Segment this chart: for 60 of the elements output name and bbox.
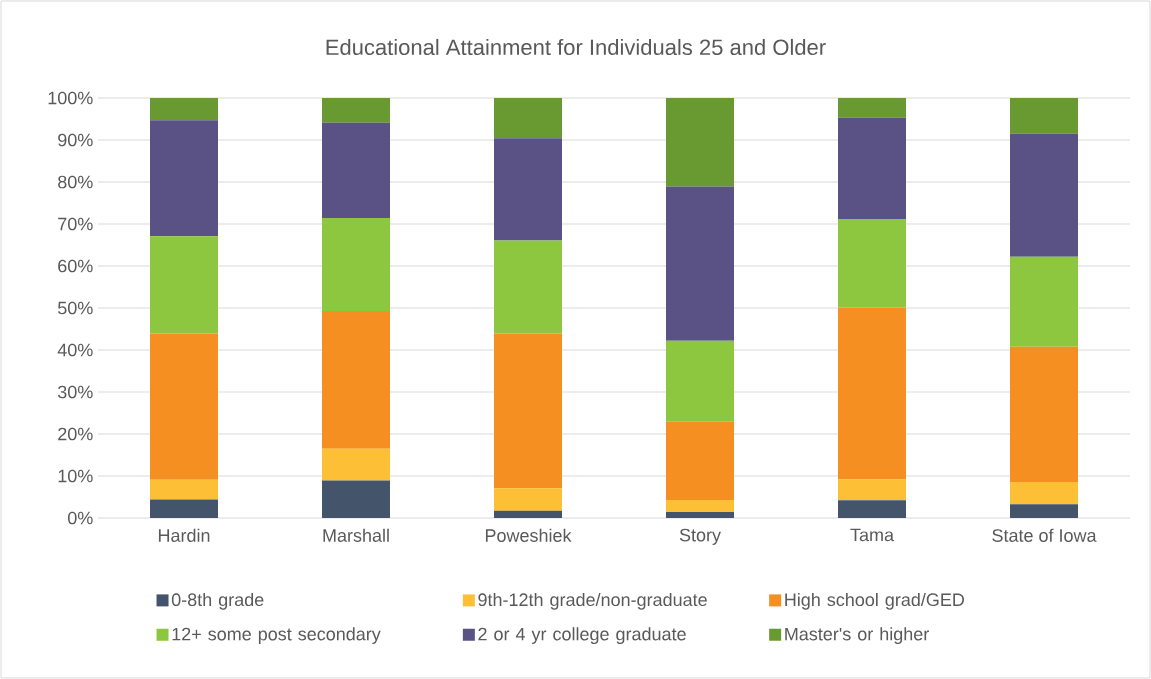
bar <box>838 500 907 518</box>
legend-label: 0-8th grade <box>171 592 264 610</box>
x-tick-label: Poweshiek <box>485 528 572 542</box>
legend-label: Master's or higher <box>785 627 929 644</box>
chart-title: Educational Attainment for Individuals 25 and Older <box>326 38 826 56</box>
bar <box>838 97 907 118</box>
y-tick-label: 0% <box>68 511 93 525</box>
bar <box>666 340 735 422</box>
bar <box>150 499 218 518</box>
bar <box>494 488 563 511</box>
bar <box>666 499 735 513</box>
bar <box>322 448 390 481</box>
legend-label: High school grad/GED <box>785 592 964 610</box>
legend-label: 2 or 4 yr college graduate <box>478 627 686 644</box>
bar <box>494 240 563 334</box>
bar <box>150 120 218 237</box>
x-tick-label: Marshall <box>323 528 389 542</box>
bar <box>150 97 218 121</box>
bar <box>1010 481 1079 505</box>
bar <box>838 307 907 480</box>
y-tick-label: 40% <box>57 343 93 357</box>
bar <box>322 218 390 311</box>
y-tick-label: 50% <box>58 301 93 315</box>
bar <box>666 421 735 500</box>
y-tick-label: 90% <box>58 133 93 147</box>
bar <box>1010 133 1079 257</box>
bar <box>494 138 563 241</box>
y-tick-label: 30% <box>57 385 93 399</box>
bar <box>322 480 390 518</box>
bar <box>666 97 735 187</box>
bar <box>838 479 907 501</box>
bar <box>1010 346 1079 482</box>
y-tick-label: 10% <box>58 469 93 483</box>
legend-label: 9th-12th grade/non-graduate <box>478 592 707 610</box>
bar <box>494 97 563 139</box>
legend-label: 12+ some post secondary <box>172 627 381 644</box>
bar <box>666 186 735 341</box>
bar <box>322 122 390 219</box>
y-tick-label: 70% <box>58 217 93 231</box>
bar <box>150 479 218 500</box>
bar <box>1010 256 1079 347</box>
bar <box>150 333 218 480</box>
bar <box>666 512 735 518</box>
y-tick-label: 100% <box>48 91 93 105</box>
bar <box>838 117 907 219</box>
bar <box>322 97 390 123</box>
bar <box>838 218 907 308</box>
bar <box>494 510 563 518</box>
bar <box>1010 504 1079 518</box>
bar <box>1010 97 1079 134</box>
x-tick-label: Hardin <box>158 528 210 542</box>
bar <box>322 310 390 449</box>
y-tick-label: 80% <box>58 175 93 189</box>
y-tick-label: 60% <box>58 259 93 273</box>
bar <box>150 236 218 334</box>
y-tick-label: 20% <box>58 427 93 441</box>
x-tick-label: Tama <box>850 528 895 542</box>
x-tick-label: Story <box>679 528 721 545</box>
x-tick-label: State of Iowa <box>992 528 1097 542</box>
bar <box>494 333 563 489</box>
